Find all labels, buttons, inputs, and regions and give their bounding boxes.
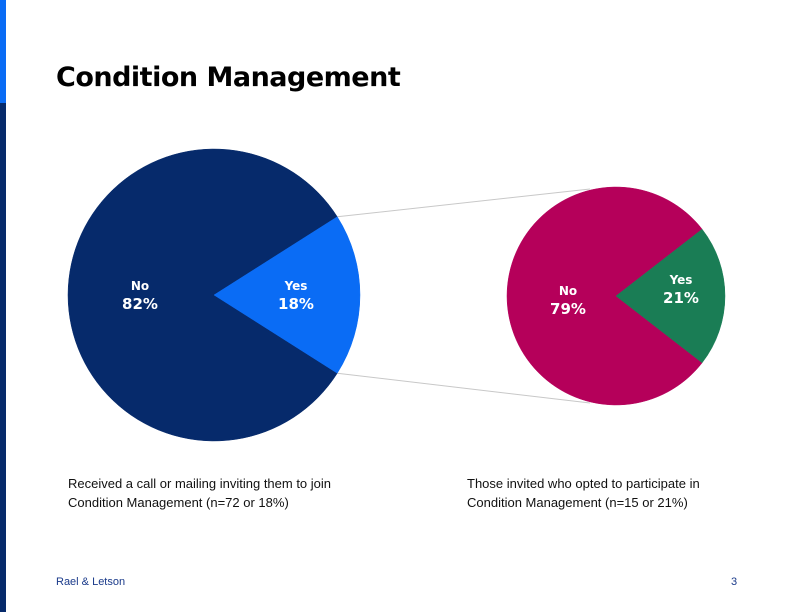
page-title: Condition Management [56,62,401,93]
sub-label-yes: Yes [669,273,693,287]
sub-label-no: No [559,284,577,298]
caption-main-line-1: Received a call or mailing inviting them… [68,476,332,491]
sub-value-yes: 21% [663,289,699,307]
connector-lines [337,188,591,404]
side-bar-accent [0,0,6,103]
main-label-yes: Yes [284,279,308,293]
main-value-no: 82% [122,295,158,313]
pie-chart-sub: No 79% Yes 21% [506,186,726,406]
pie-chart-main: No 82% Yes 18% [67,148,361,442]
main-label-no: No [131,279,149,293]
main-slice-yes [213,216,361,374]
main-slice-no [67,148,338,442]
caption-sub-line-1: Those invited who opted to participate i… [467,476,700,491]
main-value-yes: 18% [278,295,314,313]
caption-main-line-2: Condition Management (n=72 or 18%) [68,495,289,510]
caption-main: Received a call or mailing inviting them… [68,474,368,512]
sub-slice-no [506,186,703,406]
sub-value-no: 79% [550,300,586,318]
sub-slice-yes [615,228,726,364]
connector-line-top [337,188,591,218]
side-bar [0,0,6,612]
connector-line-bottom [337,372,591,404]
caption-sub-line-2: Condition Management (n=15 or 21%) [467,495,688,510]
page-number: 3 [731,576,738,588]
caption-sub: Those invited who opted to participate i… [467,474,767,512]
footer-brand: Rael & Letson [56,576,126,588]
